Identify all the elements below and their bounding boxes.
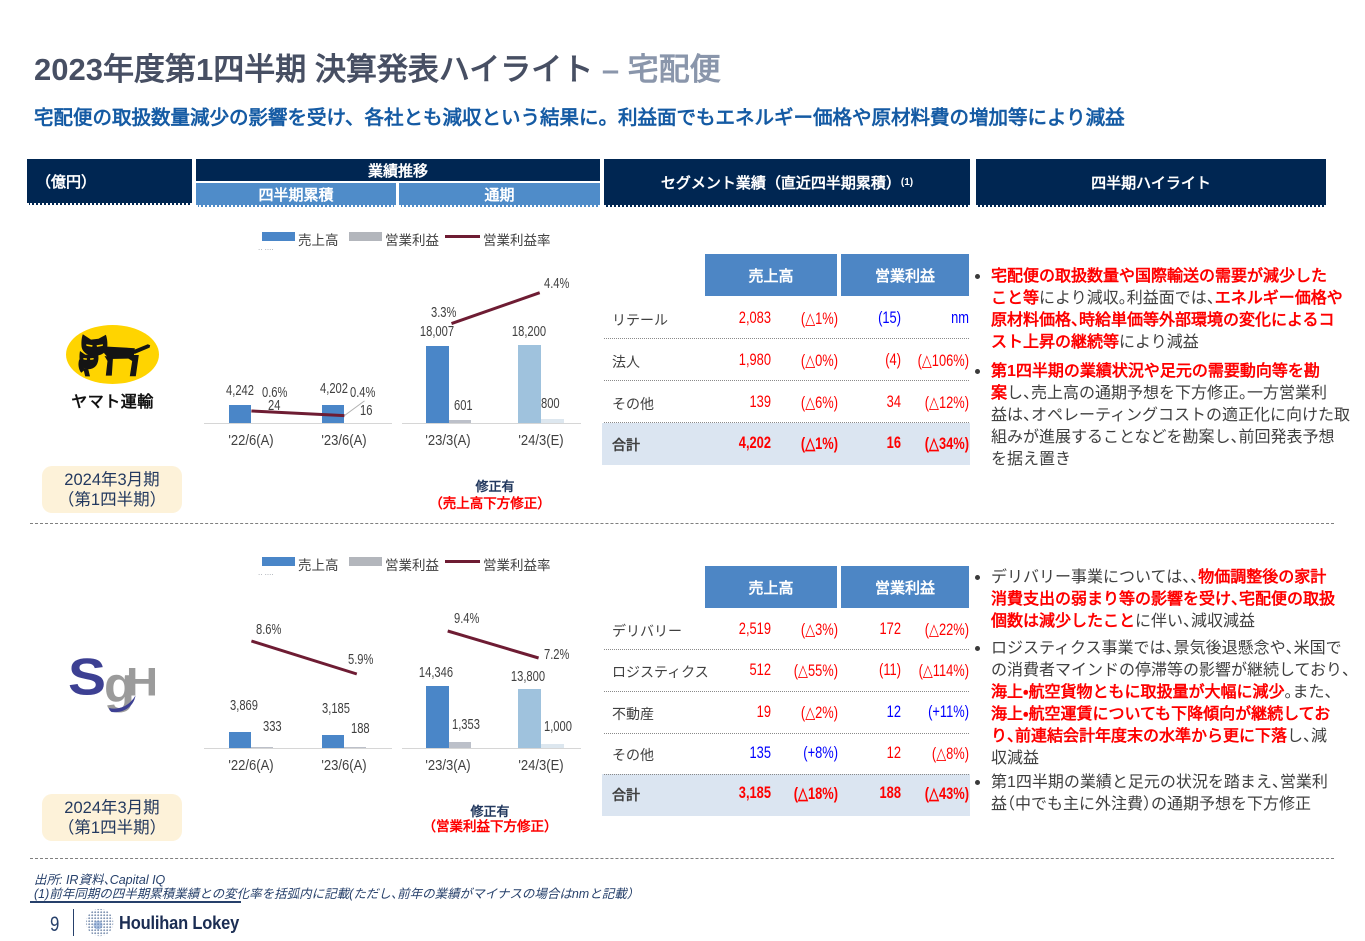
svg-text:S: S	[68, 649, 106, 707]
svg-text:H: H	[126, 661, 158, 705]
